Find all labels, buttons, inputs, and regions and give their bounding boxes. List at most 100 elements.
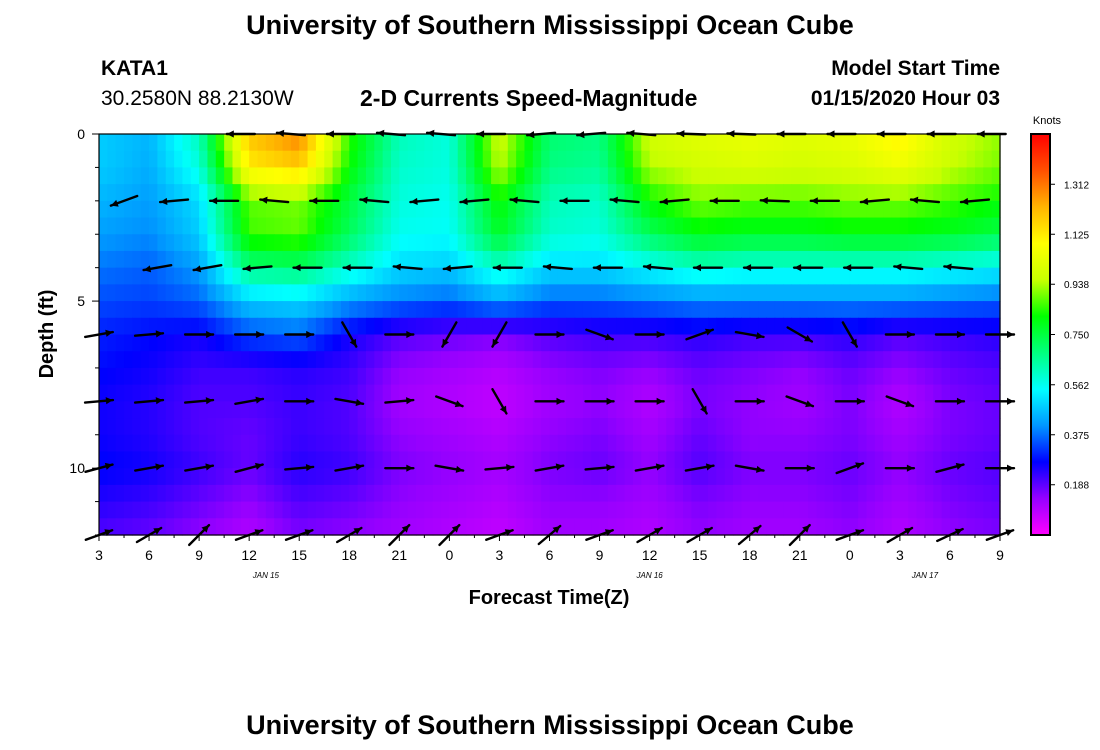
heatmap-cell [541, 217, 551, 235]
heatmap-cell [833, 217, 843, 235]
heatmap-cell [833, 334, 843, 352]
heatmap-cell [674, 501, 684, 519]
heatmap-cell [866, 434, 876, 453]
heatmap-cell [641, 284, 651, 302]
heatmap-cell [866, 317, 876, 336]
heatmap-cell [441, 134, 450, 152]
heatmap-cell [657, 418, 667, 436]
heatmap-cell [340, 418, 350, 436]
heatmap-cell [240, 184, 250, 202]
heatmap-cell [232, 301, 242, 319]
heatmap-cell [357, 234, 367, 252]
current-vector [709, 197, 740, 205]
current-vector [984, 397, 1016, 405]
heatmap-cell [365, 484, 375, 503]
heatmap-cell [190, 317, 200, 336]
heatmap-cell [908, 250, 918, 269]
heatmap-cell [549, 250, 559, 269]
heatmap-cell [274, 351, 284, 369]
heatmap-cell [874, 484, 884, 503]
heatmap-cell [315, 451, 325, 469]
heatmap-cell [149, 250, 158, 269]
heatmap-cell [974, 217, 984, 235]
heatmap-cell [632, 484, 642, 503]
heatmap-cell [99, 267, 108, 285]
heatmap-cell [541, 284, 551, 302]
heatmap-cell [557, 334, 567, 352]
heatmap-cell [424, 468, 434, 486]
heatmap-cell [532, 317, 542, 336]
heatmap-cell [649, 351, 659, 369]
heatmap-cell [516, 317, 526, 336]
heatmap-cell [499, 468, 509, 486]
heatmap-cell [557, 418, 567, 436]
heatmap-cell [124, 301, 133, 319]
heatmap-cell [365, 134, 375, 152]
heatmap-cell [883, 150, 893, 169]
heatmap-cell [207, 367, 217, 386]
current-vector [384, 397, 415, 405]
colorbar-ramp [1030, 133, 1051, 536]
heatmap-cell [416, 267, 425, 285]
heatmap-cell [749, 200, 759, 219]
footer-title: University of Southern Mississippi Ocean… [246, 710, 854, 740]
heatmap-cell [783, 351, 793, 369]
heatmap-cell [708, 484, 717, 503]
heatmap-cell [382, 334, 392, 352]
heatmap-cell [708, 234, 717, 252]
heatmap-cell [416, 384, 425, 402]
heatmap-cell [966, 150, 976, 169]
heatmap-cell [182, 234, 192, 252]
current-vector [459, 197, 490, 206]
heatmap-cell [708, 150, 717, 169]
heatmap-cell [824, 351, 834, 369]
heatmap-cell [190, 518, 200, 536]
heatmap-cell [991, 184, 1001, 202]
current-vector [786, 326, 814, 343]
heatmap-cell [149, 468, 158, 486]
heatmap-cell [416, 234, 425, 252]
heatmap-cell [641, 468, 651, 486]
heatmap-cell [516, 434, 526, 453]
heatmap-cell [374, 384, 384, 402]
heatmap-cell [549, 518, 559, 536]
heatmap-cell [833, 200, 843, 219]
current-vector [826, 130, 857, 138]
heatmap-cell [499, 267, 509, 285]
heatmap-cell [741, 401, 751, 419]
heatmap-cell [949, 267, 959, 285]
heatmap-cell [532, 434, 542, 453]
heatmap-cell [682, 401, 692, 419]
heatmap-cell [99, 401, 108, 419]
heatmap-cell [599, 167, 609, 185]
heatmap-cell [249, 317, 259, 336]
heatmap-cell [99, 184, 108, 202]
heatmap-cell [682, 501, 692, 519]
heatmap-cell [149, 200, 158, 219]
heatmap-cell [416, 150, 425, 169]
heatmap-cell [107, 518, 117, 536]
heatmap-cell [549, 384, 559, 402]
heatmap-cell [616, 518, 626, 536]
heatmap-cell [249, 384, 259, 402]
heatmap-cell [324, 468, 334, 486]
heatmap-cell [416, 418, 425, 436]
heatmap-cell [124, 451, 133, 469]
heatmap-cell [157, 334, 167, 352]
heatmap-cell [199, 167, 209, 185]
heatmap-cell [165, 184, 175, 202]
heatmap-cell [966, 501, 976, 519]
heatmap-cell [816, 301, 826, 319]
heatmap-cell [899, 200, 909, 219]
heatmap-cell [374, 234, 384, 252]
heatmap-cell [808, 468, 818, 486]
heatmap-cell [716, 334, 726, 352]
heatmap-cell [399, 200, 409, 219]
heatmap-cell [524, 468, 534, 486]
heatmap-cell [324, 384, 334, 402]
heatmap-cell [991, 267, 1001, 285]
heatmap-cell [983, 267, 993, 285]
heatmap-cell [666, 518, 676, 536]
date-label: JAN 15 [252, 571, 280, 580]
heatmap-cell [432, 167, 442, 185]
